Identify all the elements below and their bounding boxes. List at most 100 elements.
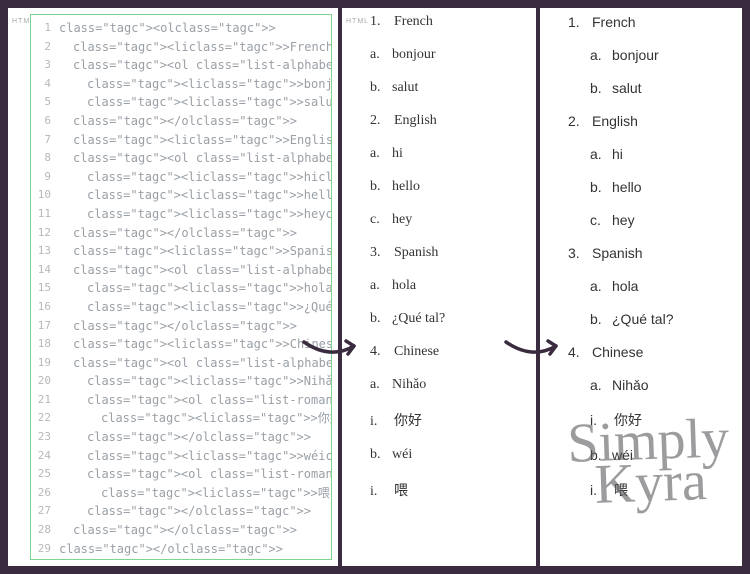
line-number: 25 — [31, 465, 59, 484]
code-line[interactable]: 2class="tagc"><liclass="tagc">>Frenchcla… — [31, 38, 331, 57]
list-marker: a. — [590, 377, 612, 393]
list-marker: b. — [590, 179, 612, 195]
code-content: class="tagc"><liclass="tagc">>holaclass=… — [59, 279, 332, 298]
code-line[interactable]: 4class="tagc"><liclass="tagc">>bonjourcl… — [31, 75, 331, 94]
code-content: class="tagc"><ol class="list-roman"class… — [59, 391, 332, 410]
code-line[interactable]: 18class="tagc"><liclass="tagc">>Chinesec… — [31, 335, 331, 354]
code-line[interactable]: 11class="tagc"><liclass="tagc">>heyclass… — [31, 205, 331, 224]
code-line[interactable]: 25class="tagc"><ol class="list-roman"cla… — [31, 465, 331, 484]
list-text: hola — [612, 278, 638, 294]
list-item: 2.English — [568, 113, 738, 129]
code-content: class="tagc"><ol class="list-alphabet"cl… — [59, 261, 332, 280]
code-line[interactable]: 17class="tagc"></olclass="tagc">> — [31, 317, 331, 336]
code-line[interactable]: 16class="tagc"><liclass="tagc">>¿Qué tal… — [31, 298, 331, 317]
code-line[interactable]: 20class="tagc"><liclass="tagc">>Nihǎocla… — [31, 372, 331, 391]
list-marker: b. — [590, 447, 612, 463]
code-line[interactable]: 21class="tagc"><ol class="list-roman"cla… — [31, 391, 331, 410]
code-line[interactable]: 6class="tagc"></olclass="tagc">> — [31, 112, 331, 131]
code-line[interactable]: 29class="tagc"></olclass="tagc">> — [31, 540, 331, 559]
line-number: 2 — [31, 38, 59, 57]
line-number: 7 — [31, 131, 59, 150]
list-text: bonjour — [392, 47, 436, 63]
list-text: hey — [612, 212, 635, 228]
line-number: 19 — [31, 354, 59, 373]
list-marker: a. — [370, 278, 392, 294]
list-marker: b. — [370, 311, 392, 327]
code-line[interactable]: 15class="tagc"><liclass="tagc">>holaclas… — [31, 279, 331, 298]
list-marker: 2. — [568, 113, 592, 129]
code-line[interactable]: 8class="tagc"><ol class="list-alphabet"c… — [31, 149, 331, 168]
code-line[interactable]: 5class="tagc"><liclass="tagc">>salutclas… — [31, 93, 331, 112]
code-content: class="tagc"><liclass="tagc">>Englishcla… — [59, 131, 332, 150]
code-content: class="tagc"><liclass="tagc">>hiclass="t… — [59, 168, 332, 187]
list-text: Nihǎo — [392, 377, 426, 393]
code-content: class="tagc"></olclass="tagc">> — [59, 502, 311, 521]
code-content: class="tagc"></olclass="tagc">> — [59, 224, 297, 243]
code-line[interactable]: 28class="tagc"></olclass="tagc">> — [31, 521, 331, 540]
code-line[interactable]: 19class="tagc"><ol class="list-alphabet"… — [31, 354, 331, 373]
list-item: i.你好 — [370, 410, 532, 430]
list-text: 喂 — [614, 480, 628, 500]
list-text: ¿Qué tal? — [612, 311, 673, 327]
list-item: a.hola — [370, 278, 532, 294]
list-marker: a. — [370, 146, 392, 162]
code-line[interactable]: 27class="tagc"></olclass="tagc">> — [31, 502, 331, 521]
list-text: 你好 — [394, 410, 422, 430]
list-marker: b. — [370, 80, 392, 96]
code-content: class="tagc"><ol class="list-alphabet"cl… — [59, 354, 332, 373]
code-editor[interactable]: 1class="tagc"><olclass="tagc">>2class="t… — [30, 14, 332, 560]
list-text: 你好 — [614, 410, 642, 430]
code-line[interactable]: 9class="tagc"><liclass="tagc">>hiclass="… — [31, 168, 331, 187]
line-number: 26 — [31, 484, 59, 503]
code-line[interactable]: 23class="tagc"></olclass="tagc">> — [31, 428, 331, 447]
line-number: 29 — [31, 540, 59, 559]
code-content: class="tagc"><liclass="tagc">>salutclass… — [59, 93, 332, 112]
list-marker: 3. — [568, 245, 592, 261]
list-text: Spanish — [394, 245, 438, 261]
line-number: 23 — [31, 428, 59, 447]
line-number: 1 — [31, 19, 59, 38]
list-item: a.Nihǎo — [568, 377, 738, 393]
list-marker: 1. — [370, 14, 394, 30]
list-item: a.hola — [568, 278, 738, 294]
code-content: class="tagc"><liclass="tagc">>Chinesecla… — [59, 335, 332, 354]
line-number: 13 — [31, 242, 59, 261]
panel-label: HTML — [346, 18, 369, 25]
list-item: 2.English — [370, 113, 532, 129]
code-line[interactable]: 12class="tagc"></olclass="tagc">> — [31, 224, 331, 243]
list-marker: b. — [370, 179, 392, 195]
list-item: i.你好 — [568, 410, 738, 430]
code-content: class="tagc"><liclass="tagc">>bonjourcla… — [59, 75, 332, 94]
code-line[interactable]: 3class="tagc"><ol class="list-alphabet"c… — [31, 56, 331, 75]
list-text: salut — [612, 80, 642, 96]
line-number: 15 — [31, 279, 59, 298]
code-line[interactable]: 1class="tagc"><olclass="tagc">> — [31, 19, 331, 38]
line-number: 3 — [31, 56, 59, 75]
code-content: class="tagc"><liclass="tagc">>Frenchclas… — [59, 38, 332, 57]
list-item: c.hey — [370, 212, 532, 228]
line-number: 9 — [31, 168, 59, 187]
list-text: ¿Qué tal? — [392, 311, 445, 327]
list-marker: 3. — [370, 245, 394, 261]
list-text: Spanish — [592, 245, 643, 261]
code-line[interactable]: 10class="tagc"><liclass="tagc">>hellocla… — [31, 186, 331, 205]
code-line[interactable]: 22class="tagc"><liclass="tagc">>你好class=… — [31, 409, 331, 428]
list-text: wéi — [392, 447, 412, 463]
list-marker: a. — [370, 377, 392, 393]
code-line[interactable]: 13class="tagc"><liclass="tagc">>Spanishc… — [31, 242, 331, 261]
code-panel: HTML 1class="tagc"><olclass="tagc">>2cla… — [8, 8, 338, 566]
code-line[interactable]: 24class="tagc"><liclass="tagc">>wéiclass… — [31, 447, 331, 466]
line-number: 24 — [31, 447, 59, 466]
list-item: c.hey — [568, 212, 738, 228]
line-number: 4 — [31, 75, 59, 94]
list-item: b.wéi — [568, 447, 738, 463]
code-line[interactable]: 7class="tagc"><liclass="tagc">>Englishcl… — [31, 131, 331, 150]
app-frame: HTML 1class="tagc"><olclass="tagc">>2cla… — [8, 8, 742, 566]
list-item: b.hello — [568, 179, 738, 195]
line-number: 5 — [31, 93, 59, 112]
code-line[interactable]: 14class="tagc"><ol class="list-alphabet"… — [31, 261, 331, 280]
code-content: class="tagc"></olclass="tagc">> — [59, 317, 297, 336]
list-item: a.hi — [568, 146, 738, 162]
code-content: class="tagc"><liclass="tagc">>喂class="ta… — [59, 484, 332, 503]
code-line[interactable]: 26class="tagc"><liclass="tagc">>喂class="… — [31, 484, 331, 503]
